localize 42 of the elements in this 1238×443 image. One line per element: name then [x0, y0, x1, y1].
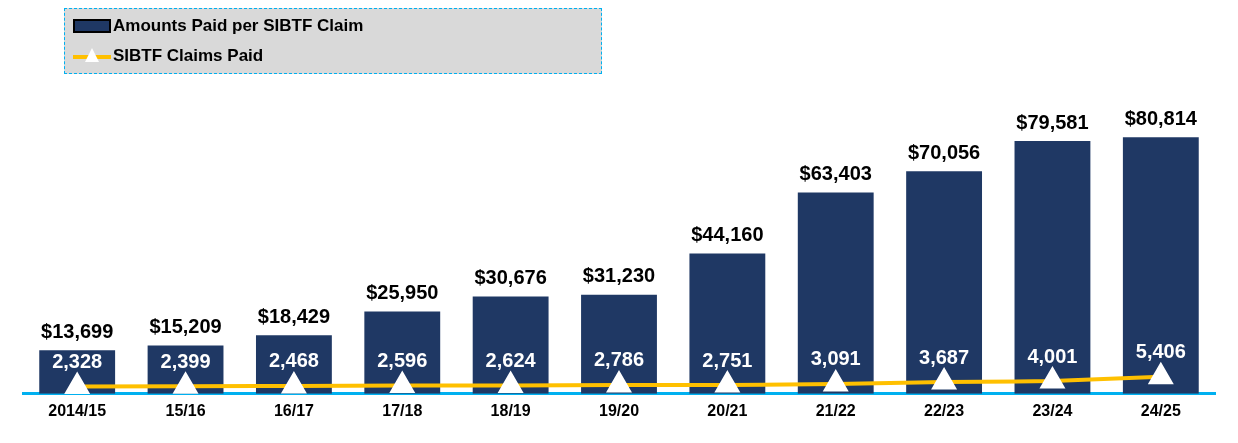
data-label: $44,160 — [691, 223, 764, 246]
x-tick-label: 18/19 — [490, 401, 531, 419]
data-label: $30,676 — [474, 265, 547, 288]
x-tick-label: 19/20 — [598, 401, 640, 419]
data-label: 2,468 — [268, 349, 319, 372]
x-tick-label: 22/23 — [924, 401, 965, 419]
data-label: 3,091 — [810, 347, 861, 370]
x-tick-label: 17/18 — [382, 401, 423, 419]
data-label: 2,328 — [52, 349, 103, 372]
data-label: 4,001 — [1027, 344, 1078, 367]
legend-label: Amounts Paid per SIBTF Claim — [113, 16, 364, 36]
data-label: $25,950 — [366, 280, 439, 303]
data-label: 2,399 — [160, 349, 211, 372]
x-tick-label: 20/21 — [707, 401, 748, 419]
bar — [1014, 141, 1091, 394]
data-label: $13,699 — [41, 319, 114, 342]
bar — [689, 253, 766, 394]
data-label: $31,230 — [582, 264, 656, 287]
data-label: 2,624 — [485, 348, 537, 371]
data-label: $79,581 — [1016, 110, 1089, 133]
x-tick-label: 15/16 — [165, 401, 206, 419]
data-label: $15,209 — [149, 315, 222, 338]
bar — [906, 171, 983, 394]
data-label: 5,406 — [1135, 340, 1186, 363]
data-label: 2,751 — [702, 348, 753, 371]
bar — [472, 296, 549, 394]
bar — [581, 294, 657, 394]
data-label: $63,403 — [799, 161, 872, 184]
data-label: $80,814 — [1124, 106, 1198, 129]
legend-label: SIBTF Claims Paid — [113, 46, 264, 66]
data-label: 2,786 — [593, 348, 645, 371]
x-tick-label: 21/22 — [815, 401, 856, 419]
bar — [1122, 137, 1199, 394]
x-tick-label: 2014/15 — [48, 401, 107, 419]
data-label: $70,056 — [907, 140, 981, 163]
x-tick-label: 16/17 — [273, 401, 315, 419]
bar — [797, 192, 874, 394]
data-label: 3,687 — [919, 345, 970, 368]
x-tick-label: 24/25 — [1140, 401, 1181, 419]
x-tick-label: 23/24 — [1032, 401, 1073, 419]
data-label: 2,596 — [377, 349, 428, 372]
data-label: $18,429 — [257, 304, 331, 327]
